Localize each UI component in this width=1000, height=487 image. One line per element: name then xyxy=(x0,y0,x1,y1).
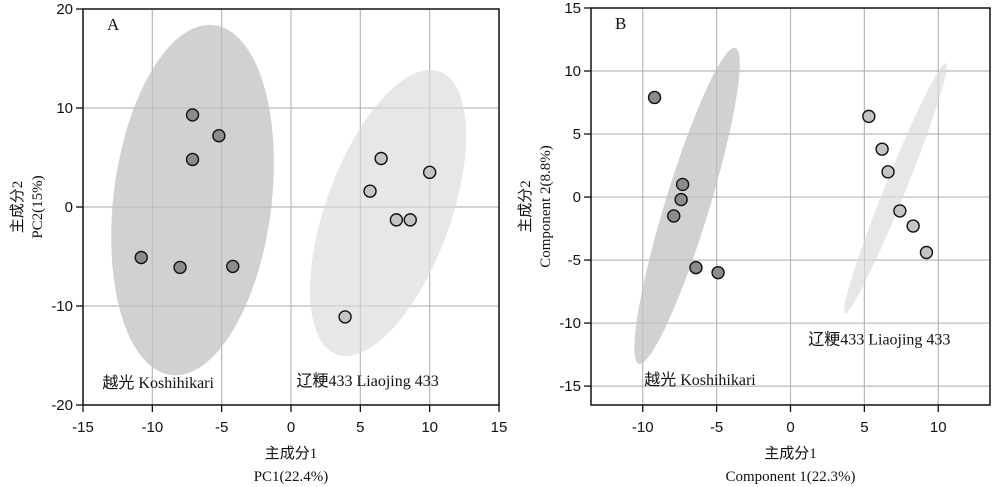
data-point-koshihikari xyxy=(667,209,681,223)
data-point-liaojing xyxy=(862,109,876,124)
y-axis-title: PC2(15%) xyxy=(30,175,46,238)
panel-label: A xyxy=(107,15,120,34)
data-point-liaojing xyxy=(919,245,934,260)
panel-b-plsda-plot: -10 -5 0 5 10 -15 -10 -5 0 5 10 15 B 越光 Koshihikari 辽粳… xyxy=(517,0,991,485)
data-point-koshihikari xyxy=(212,129,226,143)
data-point-koshihikari xyxy=(711,265,725,280)
confidence-ellipse-liaojing xyxy=(310,69,467,356)
y-tick-label: -10 xyxy=(559,315,581,332)
data-point-koshihikari xyxy=(134,250,148,265)
panel-a-pca-plot: -15 -10 -5 0 5 10 15 -20 -10 0 10 20 A 越光 Koshihikari… xyxy=(9,1,507,485)
y-tick-label: 5 xyxy=(573,126,581,143)
data-point-koshihikari xyxy=(674,192,688,207)
y-tick-label: -15 xyxy=(559,378,581,395)
x-tick-label: -15 xyxy=(72,419,94,436)
y-tick-label: -5 xyxy=(568,252,581,269)
data-point-liaojing xyxy=(374,151,388,166)
data-point-koshihikari xyxy=(173,260,187,275)
x-axis-title: Component 1(22.3%) xyxy=(726,469,856,485)
confidence-ellipse-koshihikari xyxy=(111,24,274,376)
data-point-liaojing xyxy=(422,165,437,180)
y-tick-label: 0 xyxy=(65,199,73,216)
data-point-liaojing xyxy=(906,219,920,233)
x-tick-label: -5 xyxy=(215,419,228,436)
confidence-ellipse-liaojing xyxy=(844,63,947,314)
data-point-koshihikari xyxy=(226,259,240,274)
data-point-liaojing xyxy=(893,204,907,218)
data-point-liaojing xyxy=(881,165,895,179)
y-axis-title: Component 2(8.8%) xyxy=(538,145,554,267)
y-tick-label: 15 xyxy=(564,0,581,17)
panel-label: B xyxy=(615,14,626,33)
x-tick-label: -5 xyxy=(710,419,723,436)
y-tick-label: 20 xyxy=(56,1,73,18)
y-axis-title-cn: 主成分2 xyxy=(517,180,534,233)
x-tick-label: 5 xyxy=(356,419,364,436)
group-label-koshihikari: 越光 Koshihikari xyxy=(102,374,214,392)
group-label-koshihikari: 越光 Koshihikari xyxy=(644,371,756,389)
x-axis-title-cn: 主成分1 xyxy=(764,445,817,462)
y-axis-title-cn: 主成分2 xyxy=(9,181,26,234)
x-tick-label: 5 xyxy=(860,419,868,436)
x-tick-label: 15 xyxy=(491,419,508,436)
x-tick-label: 10 xyxy=(421,419,438,436)
data-point-koshihikari xyxy=(185,108,200,122)
data-point-liaojing xyxy=(338,310,352,324)
y-tick-label: 10 xyxy=(564,63,581,80)
x-tick-label: 0 xyxy=(786,419,794,436)
group-label-liaojing: 辽粳433 Liaojing 433 xyxy=(297,372,439,390)
y-tick-label: 0 xyxy=(573,189,581,206)
x-axis-title: PC1(22.4%) xyxy=(254,469,329,485)
data-point-koshihikari xyxy=(185,152,200,167)
y-tick-label: 10 xyxy=(56,100,73,117)
y-tick-label: -20 xyxy=(51,397,73,414)
data-point-liaojing xyxy=(363,184,377,198)
x-tick-label: 10 xyxy=(930,419,947,436)
data-point-koshihikari xyxy=(689,260,703,275)
group-label-liaojing: 辽粳433 Liaojing 433 xyxy=(808,331,950,349)
data-point-liaojing xyxy=(389,213,404,227)
x-tick-label: -10 xyxy=(632,419,654,436)
x-tick-label: -10 xyxy=(141,419,163,436)
confidence-ellipse-koshihikari xyxy=(634,47,740,364)
data-point-liaojing xyxy=(875,142,889,156)
x-axis-title-cn: 主成分1 xyxy=(265,445,318,462)
data-point-koshihikari xyxy=(675,177,690,192)
data-point-koshihikari xyxy=(647,90,662,105)
x-tick-label: 0 xyxy=(287,419,295,436)
data-point-liaojing xyxy=(403,213,417,227)
y-tick-label: -10 xyxy=(51,298,73,315)
